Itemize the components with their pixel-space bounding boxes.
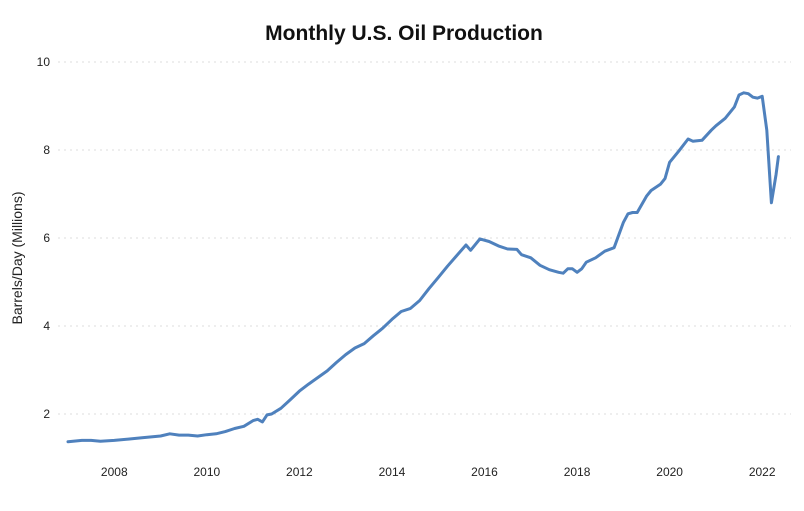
- x-tick-label: 2008: [101, 465, 128, 479]
- y-axis-label: Barrels/Day (Millions): [9, 191, 25, 324]
- x-tick-label: 2018: [564, 465, 591, 479]
- x-tick-label: 2014: [379, 465, 406, 479]
- x-tick-label: 2022: [749, 465, 776, 479]
- chart-title: Monthly U.S. Oil Production: [265, 22, 543, 45]
- y-tick-label: 2: [43, 407, 50, 421]
- x-axis-ticks: 2008 2010 2012 2014 2016 2018 2020 2022: [101, 465, 776, 479]
- y-axis-ticks: 2 4 6 8 10: [37, 55, 51, 421]
- x-tick-label: 2016: [471, 465, 498, 479]
- y-tick-label: 10: [37, 55, 51, 69]
- x-tick-label: 2012: [286, 465, 313, 479]
- x-tick-label: 2010: [193, 465, 220, 479]
- y-tick-label: 4: [43, 319, 50, 333]
- series-line: [66, 91, 780, 444]
- y-tick-label: 6: [43, 231, 50, 245]
- series-layer: [66, 91, 780, 444]
- x-tick-label: 2020: [656, 465, 683, 479]
- gridlines: [58, 61, 791, 415]
- y-tick-label: 8: [43, 143, 50, 157]
